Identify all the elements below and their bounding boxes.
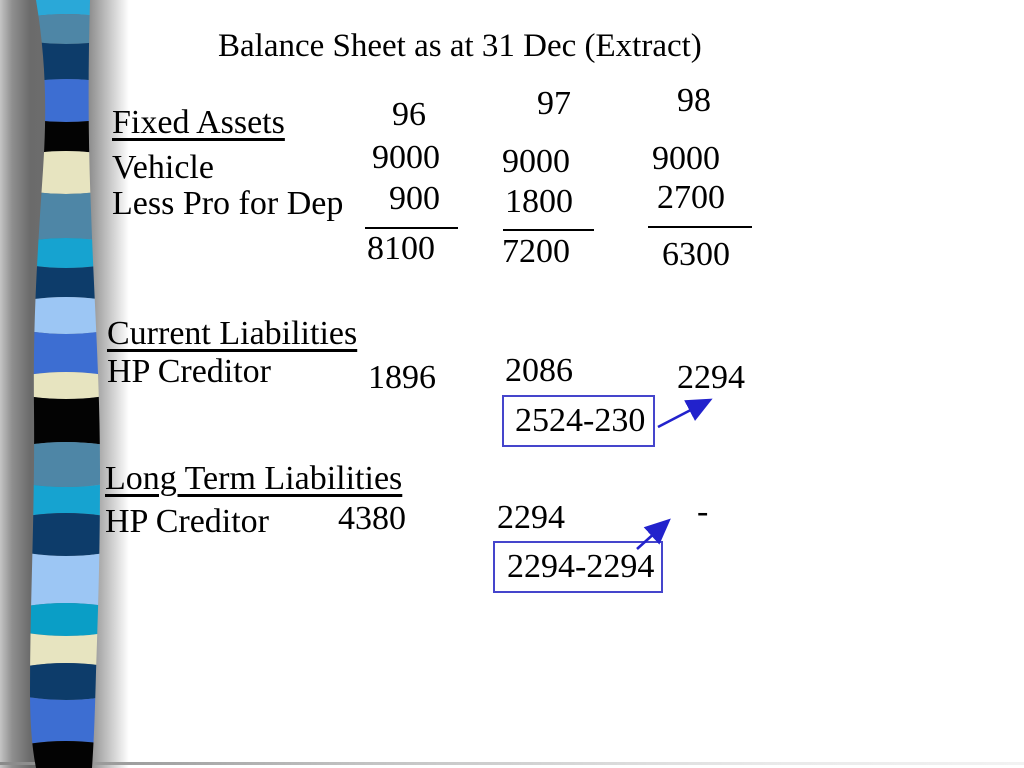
ribbon-stripe: [30, 551, 100, 608]
ribbon-stripe: [30, 263, 100, 302]
slide-title: Balance Sheet as at 31 Dec (Extract): [218, 28, 702, 64]
ribbon-stripe: [30, 117, 100, 156]
value-vehicle-98: 9000: [652, 140, 720, 177]
ribbon-stripe: [30, 79, 100, 122]
value-hp-longterm-96: 4380: [338, 500, 406, 537]
arrow-current-callout: [657, 398, 713, 429]
heading-fixed-assets: Fixed Assets: [112, 104, 285, 141]
year-header-97: 97: [537, 85, 571, 122]
heading-current-liabilities: Current Liabilities: [107, 315, 358, 352]
ribbon-stripe: [30, 151, 100, 194]
value-hp-longterm-98-dash: -: [697, 493, 709, 530]
ribbon-stripe: [30, 741, 100, 768]
value-hp-current-96: 1896: [368, 359, 436, 396]
ribbon-stripe: [30, 329, 100, 377]
callout-text-longterm: 2294-2294: [507, 548, 655, 585]
sum-line-97: [503, 229, 594, 231]
ribbon-stripe: [30, 482, 100, 518]
ribbon-stripe: [30, 14, 100, 44]
row-label-vehicle: Vehicle: [112, 149, 214, 186]
decorative-tie-ribbon: [30, 0, 100, 768]
callout-box-longterm: 2294-2294: [493, 541, 663, 593]
value-dep-97: 1800: [505, 183, 573, 220]
sum-line-96: [365, 227, 458, 229]
ribbon-stripe: [30, 39, 100, 84]
ribbon-stripe: [30, 238, 100, 268]
ribbon-stripe: [30, 663, 100, 700]
sum-line-98: [648, 226, 752, 228]
ribbon-stripe: [30, 631, 100, 668]
ribbon-stripe: [30, 189, 100, 243]
value-vehicle-96: 9000: [372, 139, 440, 176]
ribbon-stripe: [30, 394, 100, 447]
value-dep-98: 2700: [657, 179, 725, 216]
value-vehicle-97: 9000: [502, 143, 570, 180]
ribbon-stripe: [30, 297, 100, 334]
row-label-less-pro-for-dep: Less Pro for Dep: [112, 185, 344, 222]
total-nbv-98: 6300: [662, 236, 730, 273]
total-nbv-96: 8100: [367, 230, 435, 267]
row-label-hp-creditor-longterm: HP Creditor: [105, 503, 270, 540]
slide-bottom-edge-line: [0, 762, 1024, 765]
ribbon-stripe: [30, 603, 100, 636]
row-label-hp-creditor-current: HP Creditor: [107, 353, 272, 390]
value-hp-longterm-97: 2294: [497, 499, 565, 536]
heading-long-term-liabilities: Long Term Liabilities: [105, 460, 403, 497]
year-header-96: 96: [392, 96, 426, 133]
callout-text-current: 2524-230: [515, 402, 646, 439]
ribbon-stripe: [30, 372, 100, 399]
ribbon-stripe: [30, 442, 100, 487]
value-dep-96: 900: [389, 180, 440, 217]
total-nbv-97: 7200: [502, 233, 570, 270]
callout-box-current: 2524-230: [502, 395, 655, 447]
ribbon-stripe: [30, 695, 100, 746]
year-header-98: 98: [677, 82, 711, 119]
value-hp-current-97: 2086: [505, 352, 573, 389]
value-hp-current-98: 2294: [677, 359, 745, 396]
ribbon-stripe: [30, 513, 100, 556]
